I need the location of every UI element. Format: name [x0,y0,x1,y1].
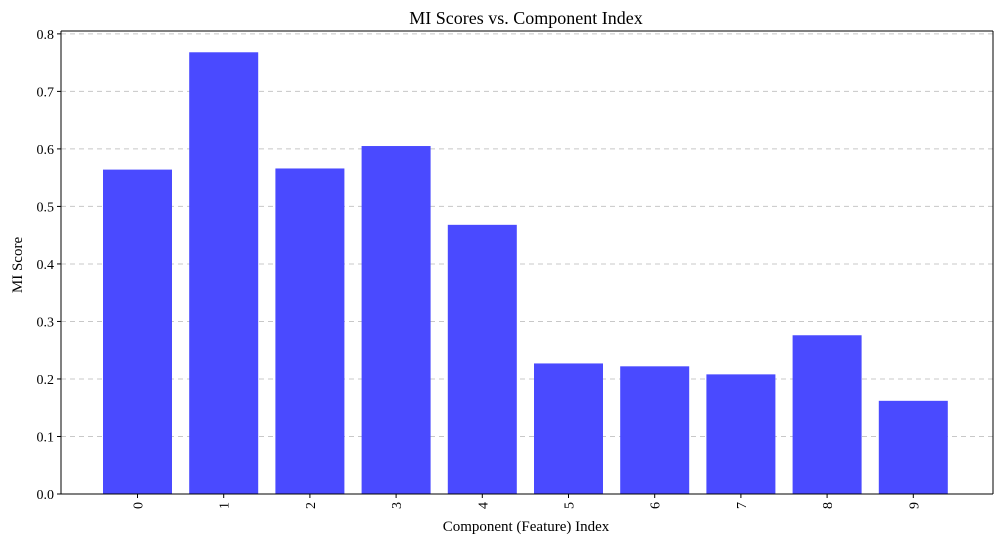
x-tick-label: 6 [649,502,664,509]
chart-title: MI Scores vs. Component Index [409,8,642,28]
bars [103,52,948,495]
x-tick-label: 4 [476,502,491,509]
y-tick-label: 0.3 [37,315,55,330]
x-tick-label: 8 [821,502,836,509]
x-tick-label: 9 [907,502,922,509]
x-tick-label: 2 [304,502,319,509]
bar-4 [447,224,517,494]
y-tick-label: 0.5 [37,200,55,215]
bar-0 [103,169,172,494]
bar-9 [878,400,948,494]
x-tick-label: 0 [132,502,147,509]
x-tick-label: 7 [735,502,750,509]
x-tick-label: 5 [563,502,578,509]
y-tick-label: 0.6 [37,143,55,158]
bar-2 [275,168,345,495]
y-ticks: 0.0 0.1 0.2 0.3 0.4 0.5 0.6 0.7 0.8 [37,28,61,503]
bar-8 [792,335,862,494]
x-axis-label: Component (Feature) Index [443,519,610,535]
x-tick-label: 3 [390,502,405,509]
y-tick-label: 0.1 [37,430,55,445]
bar-6 [620,366,690,494]
y-tick-label: 0.2 [37,373,55,388]
bar-1 [189,52,259,494]
bar-3 [361,146,431,494]
y-tick-label: 0.8 [37,28,55,43]
y-tick-label: 0.0 [37,488,55,503]
axes [60,30,994,495]
y-tick-label: 0.7 [37,85,55,100]
y-axis-label: MI Score [10,237,26,294]
bar-5 [534,363,603,494]
x-tick-label: 1 [218,502,233,509]
bar-7 [706,374,776,494]
y-tick-label: 0.4 [37,258,55,273]
x-ticks: 0 1 2 3 4 5 6 7 8 9 [132,494,922,509]
